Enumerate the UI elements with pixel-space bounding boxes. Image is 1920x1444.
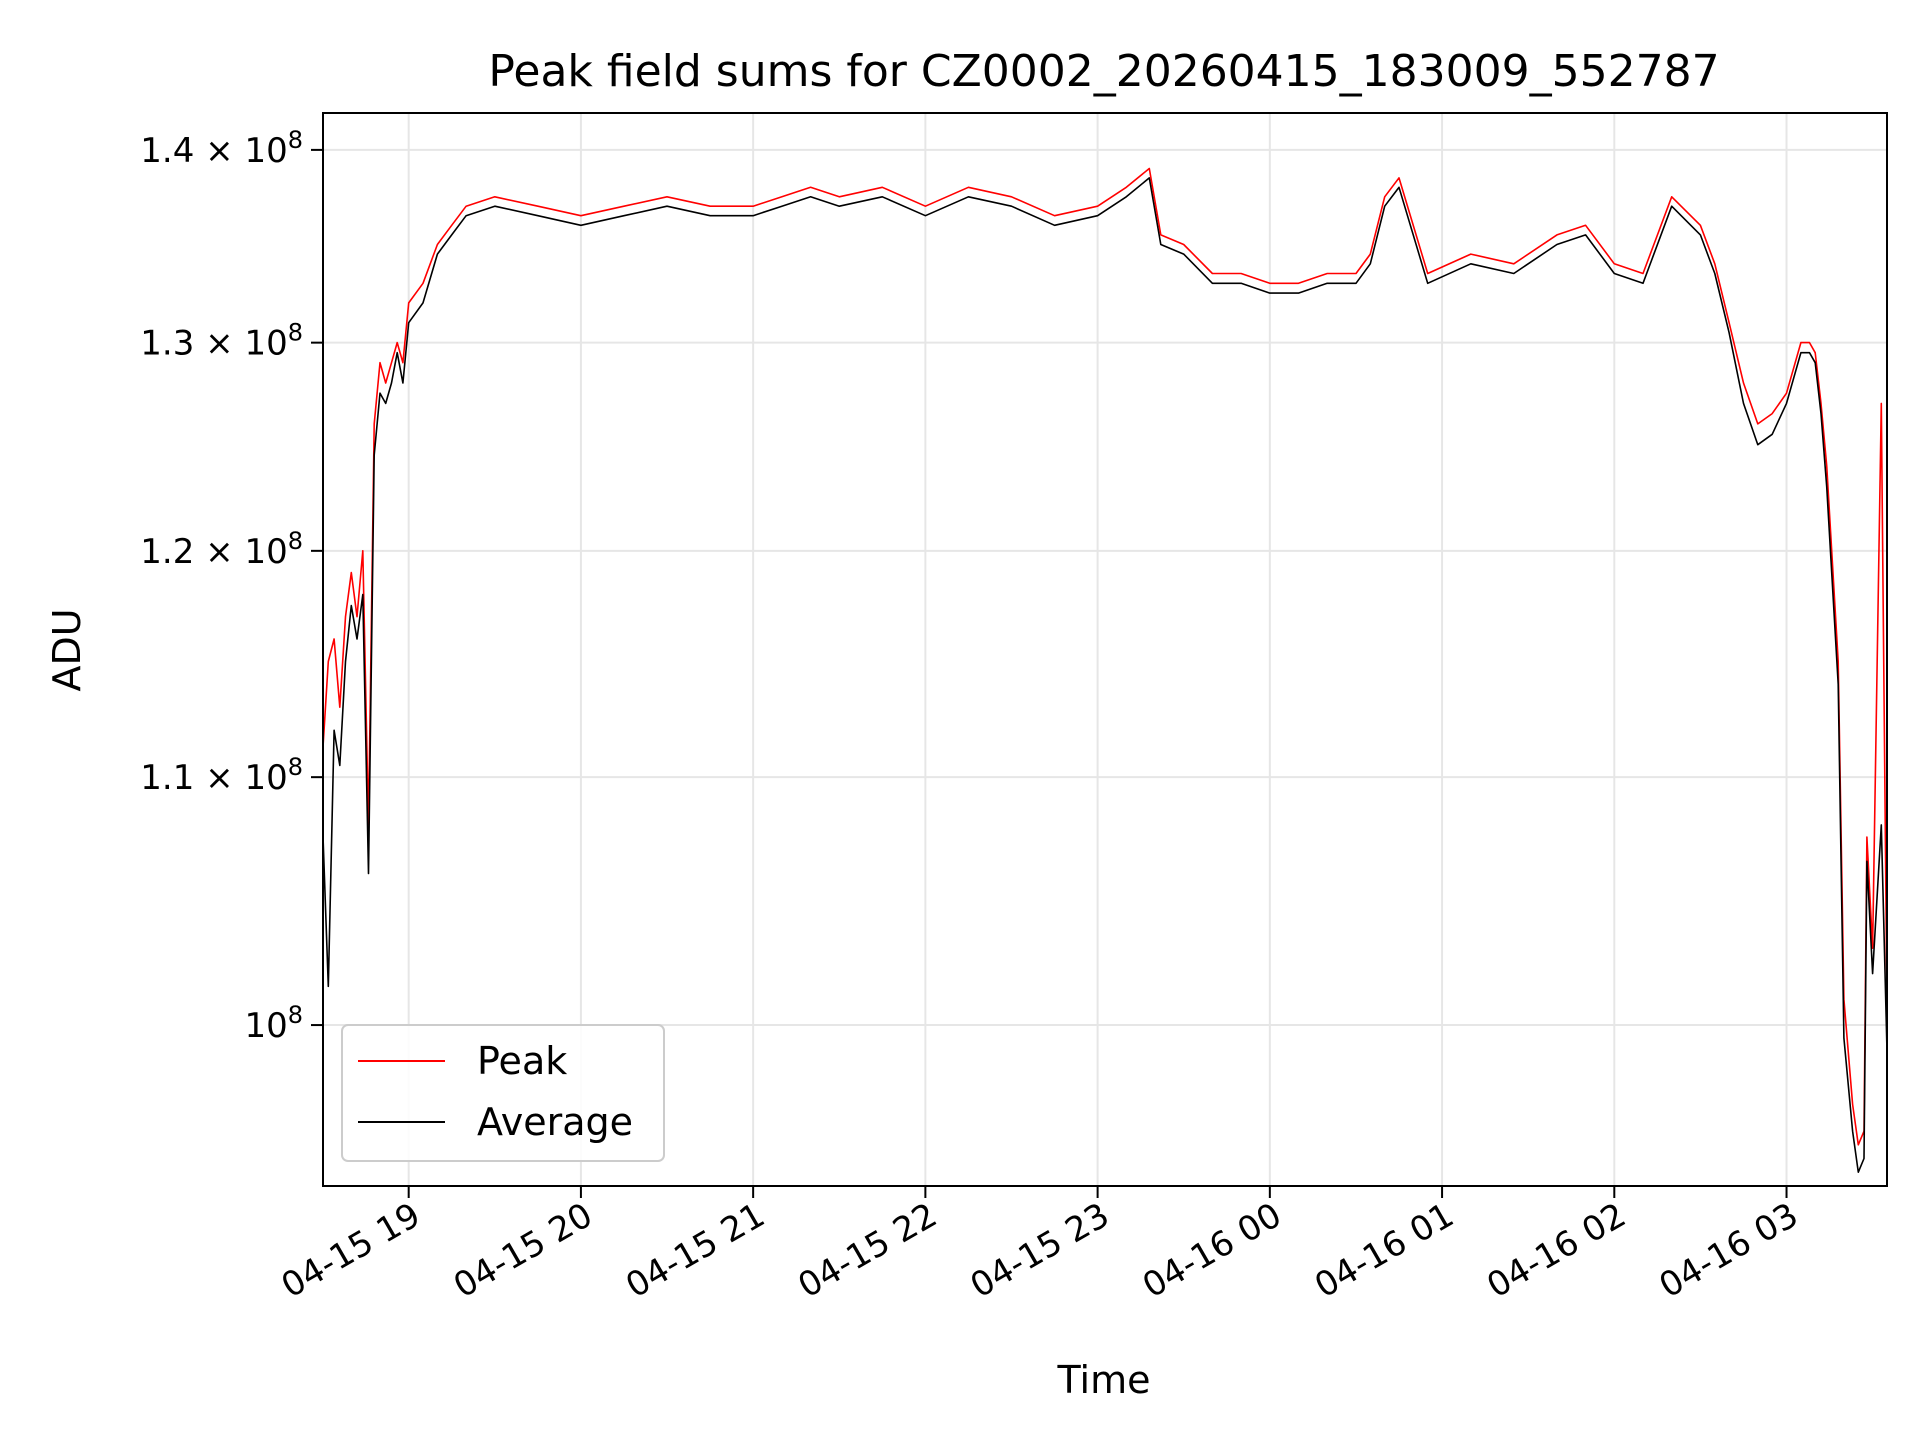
legend-label-peak: Peak	[477, 1039, 567, 1083]
plot-frame	[322, 112, 1888, 1187]
legend-label-average: Average	[477, 1100, 633, 1144]
x-tick-label: 04-16 00	[1136, 1195, 1288, 1306]
y-axis-label: ADU	[45, 608, 89, 691]
x-tick-label: 04-15 23	[964, 1195, 1116, 1306]
y-axis: 1.4 × 108 1.3 × 108 1.2 × 108 1.1 × 108 108	[140, 126, 323, 1046]
x-tick-label: 04-15 22	[791, 1195, 943, 1306]
legend: Peak Average	[341, 1024, 665, 1162]
y-tick-label: 108	[244, 1001, 303, 1046]
x-axis: 04-15 19 04-15 20 04-15 21 04-15 22 04-15 23…	[275, 1186, 1805, 1306]
chart-title: Peak field sums for CZ0002_20260415_1830…	[488, 46, 1719, 97]
series-line-peak	[323, 167, 1887, 1146]
y-tick-label: 1.3 × 108	[140, 319, 303, 364]
series-line-average	[323, 177, 1887, 1173]
y-tick-label: 1.4 × 108	[140, 126, 303, 171]
x-tick-label: 04-15 20	[447, 1195, 599, 1306]
series-layer	[323, 167, 1887, 1173]
x-tick-label: 04-15 19	[275, 1195, 427, 1306]
grid	[323, 113, 1887, 1186]
legend-box	[341, 1024, 665, 1162]
y-tick-label: 1.2 × 108	[140, 527, 303, 572]
x-tick-label: 04-16 03	[1653, 1195, 1805, 1306]
x-tick-label: 04-16 02	[1480, 1195, 1632, 1306]
y-tick-label: 1.1 × 108	[140, 753, 303, 798]
x-tick-label: 04-16 01	[1308, 1195, 1460, 1306]
x-axis-label: Time	[1057, 1358, 1151, 1402]
x-tick-label: 04-15 21	[619, 1195, 771, 1306]
